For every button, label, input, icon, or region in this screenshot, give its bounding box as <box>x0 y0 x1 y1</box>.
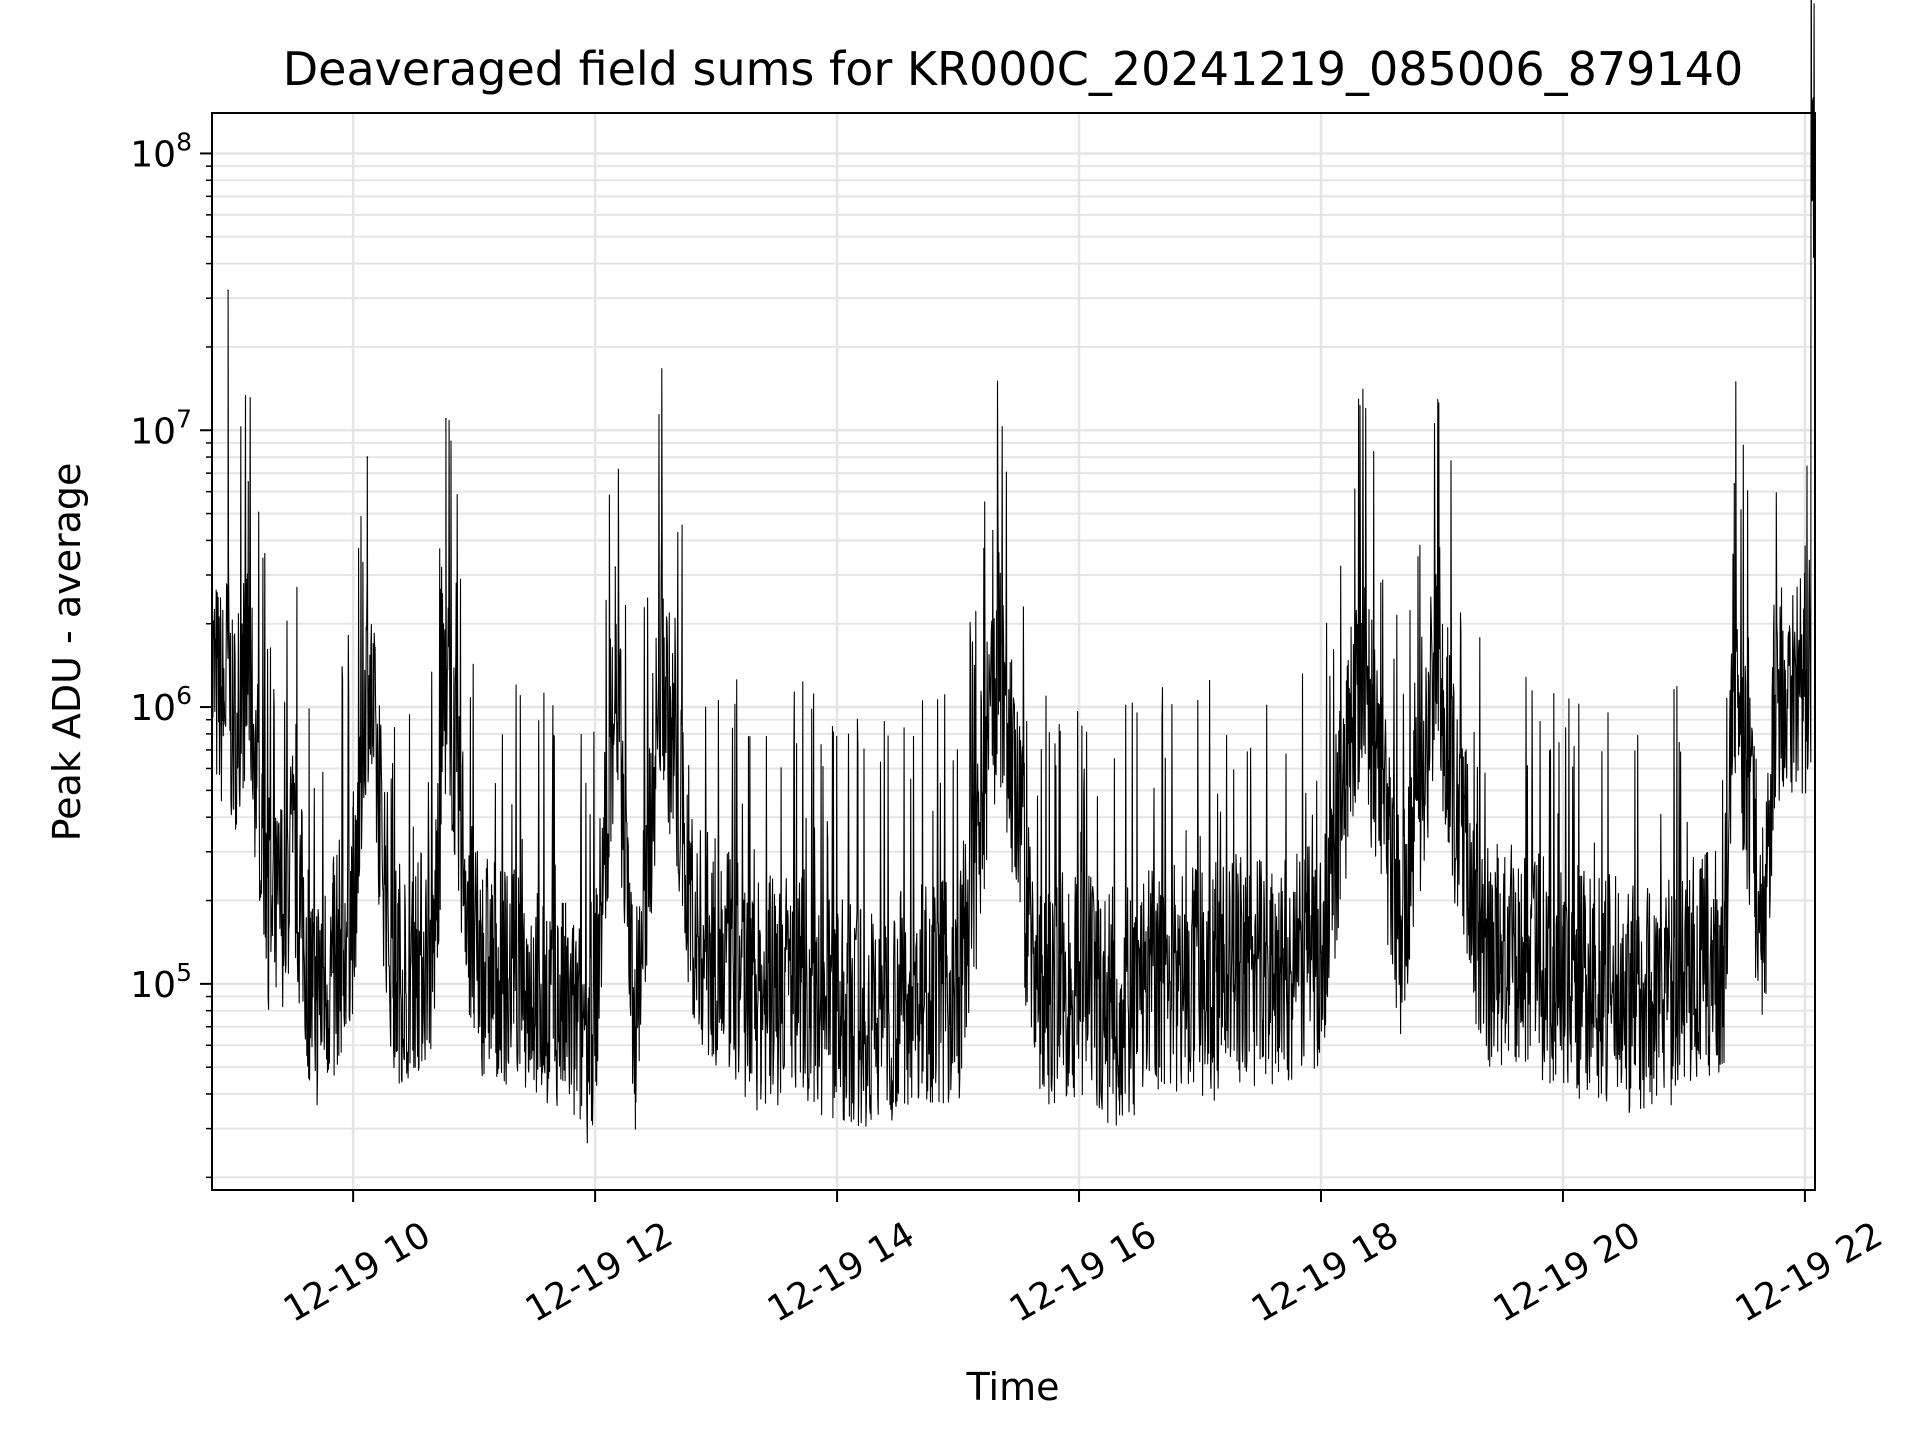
data-point <box>1642 995 1645 998</box>
y-axis-label: Peak ADU - average <box>45 463 89 842</box>
grid-lines <box>212 113 1815 1190</box>
data-point <box>513 971 516 974</box>
chart-title: Deaveraged field sums for KR000C_2024121… <box>283 42 1744 96</box>
plot-frame <box>211 112 1816 1191</box>
data-point <box>271 934 274 936</box>
data-point <box>291 851 294 853</box>
data-point <box>1279 971 1282 974</box>
data-point <box>795 971 798 974</box>
y-tick-label: 107 <box>130 404 192 452</box>
data-point <box>836 1009 838 1012</box>
series-line <box>211 0 1816 1144</box>
data-point <box>1078 983 1080 985</box>
y-tick-label: 108 <box>130 127 192 175</box>
data-point <box>594 1009 596 1012</box>
data-point <box>1784 674 1786 677</box>
x-axis-label: Time <box>966 1365 1060 1409</box>
data-point <box>445 418 447 420</box>
data-point <box>1360 622 1363 625</box>
data-point <box>1804 684 1806 686</box>
data-point <box>1562 971 1564 974</box>
data-point <box>433 951 435 954</box>
data-point <box>312 995 314 998</box>
data-point <box>247 481 250 483</box>
data-point <box>574 1025 576 1028</box>
data-point <box>997 586 1000 589</box>
data-point <box>660 533 663 536</box>
data-point <box>1602 983 1605 985</box>
data-point <box>1118 1002 1121 1005</box>
data-point <box>876 1017 879 1020</box>
data-point <box>1400 942 1403 945</box>
data-point <box>1098 995 1100 998</box>
y-tick-label: 106 <box>130 681 192 729</box>
y-axis: 105 106 107 108 <box>130 127 212 1179</box>
data-point <box>231 733 233 735</box>
data-point <box>227 289 229 292</box>
data-point <box>1239 961 1242 963</box>
data-point <box>1320 951 1322 954</box>
data-point <box>1037 989 1040 991</box>
data-point <box>1158 971 1161 974</box>
data-point <box>916 983 919 985</box>
data-point <box>725 961 727 963</box>
data-point <box>366 456 369 458</box>
data-point <box>223 706 225 708</box>
data-point <box>1810 165 1812 167</box>
data-point <box>241 684 243 686</box>
data-point <box>1435 574 1437 576</box>
data-point <box>1683 971 1685 974</box>
data-point <box>1481 951 1484 954</box>
series-group <box>211 0 1816 1144</box>
data-point <box>957 995 959 998</box>
data-point <box>1763 934 1766 936</box>
data-point <box>473 961 475 963</box>
data-point <box>1521 961 1524 963</box>
data-point <box>352 899 354 902</box>
data-point <box>634 1025 637 1028</box>
data-point <box>1723 961 1726 963</box>
data-point <box>261 816 264 818</box>
data-point <box>1199 983 1201 985</box>
data-point <box>332 971 334 974</box>
data-point <box>255 767 258 770</box>
data-point <box>614 566 617 568</box>
data-point <box>392 971 395 974</box>
data-point <box>1733 483 1736 485</box>
data-point <box>755 995 758 998</box>
y-tick-label: 105 <box>130 958 192 1006</box>
data-point <box>554 995 556 998</box>
data-point <box>1773 694 1776 697</box>
data-point <box>695 934 697 936</box>
